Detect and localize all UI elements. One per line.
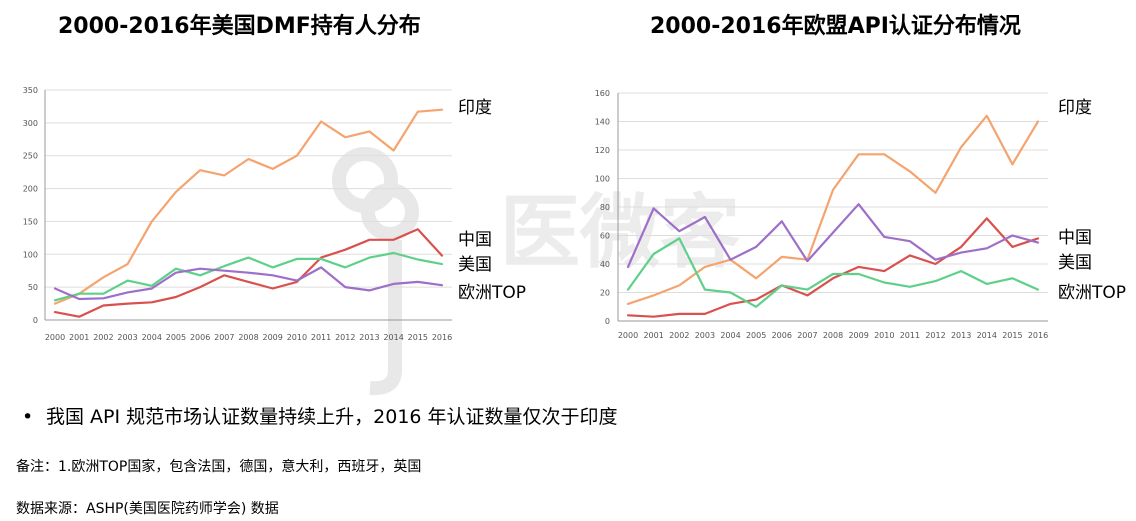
x-tick-label: 2015 xyxy=(1002,331,1022,340)
y-tick-label: 300 xyxy=(23,119,38,128)
x-tick-label: 2006 xyxy=(772,331,792,340)
x-tick-label: 2008 xyxy=(823,331,843,340)
right-chart-title: 2000-2016年欧盟API认证分布情况 xyxy=(650,14,1021,39)
x-tick-label: 2016 xyxy=(432,333,452,342)
y-tick-label: 160 xyxy=(595,89,610,98)
y-tick-label: 350 xyxy=(23,86,38,95)
x-tick-label: 2015 xyxy=(408,333,428,342)
left-chart-title: 2000-2016年美国DMF持有人分布 xyxy=(58,14,421,39)
x-tick-label: 2005 xyxy=(166,333,186,342)
y-tick-label: 0 xyxy=(605,317,610,326)
y-tick-label: 140 xyxy=(595,118,610,127)
series-line xyxy=(53,266,444,301)
x-tick-label: 2001 xyxy=(643,331,663,340)
x-tick-label: 2000 xyxy=(618,331,638,340)
y-tick-label: 250 xyxy=(23,152,38,161)
x-tick-label: 2010 xyxy=(874,331,894,340)
y-tick-label: 150 xyxy=(23,217,38,226)
series-line xyxy=(626,203,1040,268)
x-tick-label: 2003 xyxy=(695,331,715,340)
x-tick-label: 2002 xyxy=(669,331,689,340)
series-line xyxy=(53,251,444,302)
series-label: 欧洲TOP xyxy=(1058,283,1126,303)
y-tick-label: 120 xyxy=(595,146,610,155)
summary-bullet: • 我国 API 规范市场认证数量持续上升，2016 年认证数量仅次于印度 xyxy=(22,402,618,429)
bullet-symbol: • xyxy=(22,406,34,428)
series-label: 印度 xyxy=(458,98,492,118)
x-tick-label: 2014 xyxy=(977,331,997,340)
x-tick-label: 2007 xyxy=(797,331,817,340)
series-label: 中国 xyxy=(458,230,492,250)
x-tick-label: 2005 xyxy=(746,331,766,340)
x-tick-label: 2014 xyxy=(383,333,403,342)
series-label: 中国 xyxy=(1058,228,1092,248)
series-label: 美国 xyxy=(458,255,492,275)
y-tick-label: 50 xyxy=(28,283,38,292)
data-source: 数据来源：ASHP(美国医院药师学会) 数据 xyxy=(16,501,279,517)
x-tick-label: 2002 xyxy=(93,333,113,342)
series-label: 美国 xyxy=(1058,253,1092,273)
left-chart: 0 50 100 150 200 250 300 350 2000 2001 2002 2003 200… xyxy=(23,86,526,342)
x-tick-label: 2013 xyxy=(359,333,379,342)
y-tick-label: 200 xyxy=(23,185,38,194)
x-tick-label: 2012 xyxy=(925,331,945,340)
x-tick-label: 2006 xyxy=(190,333,210,342)
y-tick-label: 20 xyxy=(600,289,610,298)
x-tick-label: 2013 xyxy=(951,331,971,340)
x-tick-label: 2011 xyxy=(900,331,920,340)
series-line xyxy=(53,108,444,305)
x-tick-label: 2001 xyxy=(69,333,89,342)
y-tick-label: 100 xyxy=(23,250,38,259)
right-chart: 0 20 40 60 80 100 120 140 160 2000 2001 2002 2003 200… xyxy=(595,89,1126,340)
x-tick-label: 2011 xyxy=(311,333,331,342)
footnote: 备注：1.欧洲TOP国家，包含法国，德国，意大利，西班牙，英国 xyxy=(16,459,422,475)
series-line xyxy=(626,237,1040,308)
y-tick-label: 60 xyxy=(600,232,610,241)
series-label: 欧洲TOP xyxy=(458,283,526,303)
x-tick-label: 2004 xyxy=(142,333,162,342)
x-tick-label: 2008 xyxy=(238,333,258,342)
watermark-text: 医微客 xyxy=(500,186,740,279)
watermark-logo: 医微客 xyxy=(332,147,740,396)
series-label: 印度 xyxy=(1058,98,1092,118)
x-tick-label: 2010 xyxy=(287,333,307,342)
x-tick-label: 2009 xyxy=(263,333,283,342)
x-tick-label: 2012 xyxy=(335,333,355,342)
x-tick-label: 2003 xyxy=(117,333,137,342)
series-line xyxy=(626,217,1040,318)
series-line xyxy=(53,228,444,318)
x-tick-label: 2000 xyxy=(45,333,65,342)
x-tick-label: 2004 xyxy=(720,331,740,340)
summary-text: 我国 API 规范市场认证数量持续上升，2016 年认证数量仅次于印度 xyxy=(46,406,618,428)
y-tick-label: 40 xyxy=(600,260,610,269)
x-tick-label: 2007 xyxy=(214,333,234,342)
y-tick-label: 100 xyxy=(595,175,610,184)
x-tick-label: 2009 xyxy=(848,331,868,340)
y-tick-label: 80 xyxy=(600,203,610,212)
y-tick-label: 0 xyxy=(33,316,38,325)
x-tick-label: 2016 xyxy=(1028,331,1048,340)
